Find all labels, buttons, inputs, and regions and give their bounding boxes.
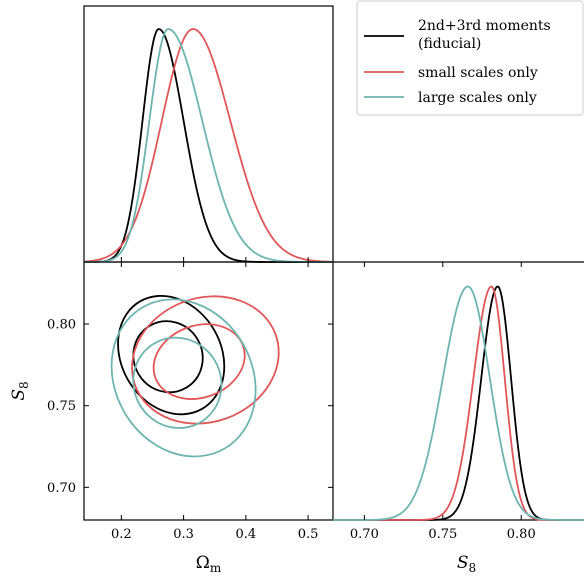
contour-95pct bbox=[117, 294, 226, 416]
legend-box bbox=[356, 0, 584, 116]
x-tick-label: 0.70 bbox=[350, 527, 379, 542]
y-tick-label: 0.75 bbox=[47, 399, 76, 414]
s8-marginal-panel: 0.70 0.75 0.80 S8 bbox=[333, 261, 584, 575]
omega-m-marginal-panel bbox=[83, 5, 334, 263]
x-tick-label: 0.5 bbox=[298, 527, 319, 542]
x-tick-label: 0.3 bbox=[173, 527, 194, 542]
omega-m-marginal-curve bbox=[84, 28, 333, 263]
panel-frame bbox=[83, 261, 334, 521]
x-tick-label: 0.75 bbox=[428, 527, 457, 542]
legend-entry-label: (fiducial) bbox=[418, 36, 481, 52]
x-tick-label: 0.2 bbox=[111, 527, 132, 542]
s8-marginal-curve bbox=[333, 285, 584, 521]
omega-m-s8-contour-panel: 0.2 0.3 0.4 0.5 0.70 0.75 0.80 Ωm S8 bbox=[9, 261, 334, 575]
omega-m-marginal-curve bbox=[83, 28, 334, 263]
x-axis-label: S8 bbox=[457, 553, 476, 575]
legend-entry-label: 2nd+3rd moments bbox=[418, 18, 551, 34]
y-axis-label: S8 bbox=[9, 381, 31, 400]
contour-68pct bbox=[132, 320, 204, 394]
legend-entry-label: large scales only bbox=[418, 90, 537, 106]
x-tick-label: 0.4 bbox=[236, 527, 257, 542]
x-axis-label: Ωm bbox=[196, 553, 222, 575]
s8-marginal-curve bbox=[333, 285, 584, 521]
legend: 2nd+3rd moments (fiducial) small scales on… bbox=[356, 0, 584, 116]
y-tick-label: 0.70 bbox=[47, 481, 76, 496]
contour-68pct bbox=[152, 323, 246, 400]
panel-frame bbox=[83, 5, 334, 263]
contour-95pct bbox=[131, 295, 280, 425]
contour-95pct bbox=[110, 298, 257, 458]
s8-marginal-curve bbox=[333, 285, 584, 521]
x-tick-label: 0.80 bbox=[507, 527, 536, 542]
contour-68pct bbox=[132, 336, 223, 429]
y-tick-label: 0.80 bbox=[47, 318, 76, 333]
legend-entry-label: small scales only bbox=[418, 65, 538, 81]
